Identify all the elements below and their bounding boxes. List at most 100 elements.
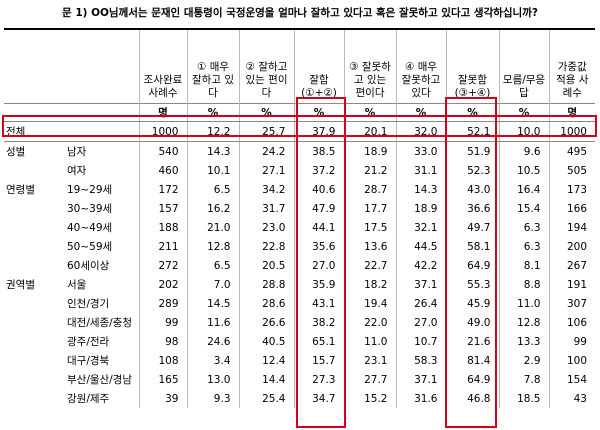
- unit: %: [186, 103, 239, 122]
- cell: 188: [138, 218, 187, 237]
- units-blank: [4, 103, 139, 122]
- cell: 64.9: [445, 256, 499, 275]
- table-row: 성별 남자 540 14.3 24.2 38.5 18.9 33.0 51.9 9.6 495: [4, 141, 595, 161]
- table-row: 40~49세 188 21.0 23.0 44.1 17.5 32.1 49.7 6.3 194: [4, 218, 595, 237]
- cell: 55.3: [445, 275, 499, 294]
- cell: 6.5: [186, 256, 239, 275]
- cell: 34.2: [238, 180, 294, 199]
- cell: 43.0: [445, 180, 499, 199]
- cell: 22.8: [238, 237, 294, 256]
- cell: 3.4: [186, 351, 239, 370]
- cell: 65.1: [293, 332, 344, 351]
- cell: 44.5: [395, 237, 446, 256]
- group-blank: [4, 313, 59, 332]
- row-label: 대구/경북: [67, 355, 110, 367]
- cell: 81.4: [445, 351, 499, 370]
- cell: 15.7: [293, 351, 344, 370]
- column-header: 조사완료 사례수: [138, 29, 187, 104]
- units-row: 명%%%%%%% 명: [4, 103, 595, 122]
- cell: 22.7: [343, 256, 396, 275]
- table-row: 60세이상 272 6.5 20.5 27.0 22.7 42.2 64.9 8.1 267: [4, 256, 595, 275]
- cell: 13.3: [498, 332, 549, 351]
- column-header: 가중값 적용 사례수: [548, 29, 595, 104]
- cell: 11.0: [498, 294, 549, 313]
- cell: 24.2: [238, 141, 294, 161]
- table-row: 광주/전라 98 24.6 40.5 65.1 11.0 10.7 21.6 13.3 99: [4, 332, 595, 351]
- cell: 58.1: [445, 237, 499, 256]
- cell: 58.3: [395, 351, 446, 370]
- row-label: 서울: [67, 279, 87, 291]
- cell: 15.2: [343, 389, 396, 408]
- cell: 6.3: [498, 237, 549, 256]
- row-label: 광주/전라: [67, 336, 110, 348]
- unit: %: [293, 103, 344, 122]
- table-row: 인천/경기 289 14.5 28.6 43.1 19.4 26.4 45.9 11.0 307: [4, 294, 595, 313]
- group-blank: [4, 199, 59, 218]
- table-row: 여자 460 10.1 27.1 37.2 21.2 31.1 52.3 10.5 505: [4, 161, 595, 180]
- cell: 211: [138, 237, 187, 256]
- cell: 32.1: [395, 218, 446, 237]
- cell: 37.1: [395, 275, 446, 294]
- cell: 9.3: [186, 389, 239, 408]
- cell: 37.1: [395, 370, 446, 389]
- highlight-total-row: [2, 115, 597, 137]
- row-label: 여자: [67, 165, 87, 177]
- cell: 267: [548, 256, 595, 275]
- cell: 8.1: [498, 256, 549, 275]
- row-label: 남자: [67, 146, 87, 158]
- cell: 22.0: [343, 313, 396, 332]
- cell: 42.2: [395, 256, 446, 275]
- cell: 28.7: [343, 180, 396, 199]
- cell: 98: [138, 332, 187, 351]
- row-label: 강원/제주: [67, 393, 110, 405]
- cell: 99: [138, 313, 187, 332]
- cell: 28.6: [238, 294, 294, 313]
- cell: 40.5: [238, 332, 294, 351]
- row-label: 30~39세: [67, 203, 113, 215]
- cell: 7.0: [186, 275, 239, 294]
- cell: 27.0: [293, 256, 344, 275]
- cell: 200: [548, 237, 595, 256]
- cell: 16.2: [186, 199, 239, 218]
- cell: 108: [138, 351, 187, 370]
- cell: 39: [138, 389, 187, 408]
- column-header: ③ 잘못하고 있는 편이다: [343, 29, 396, 104]
- group-blank: [4, 370, 59, 389]
- unit: 명: [548, 103, 595, 122]
- cell: 45.9: [445, 294, 499, 313]
- cell: 157: [138, 199, 187, 218]
- unit: %: [238, 103, 294, 122]
- cell: 14.3: [186, 141, 239, 161]
- row-label: 40~49세: [67, 222, 113, 234]
- table-row: 연령별 19~29세 172 6.5 34.2 40.6 28.7 14.3 43.0 16.4 1…: [4, 180, 595, 199]
- cell: 10.1: [186, 161, 239, 180]
- cell: 307: [548, 294, 595, 313]
- cell: 14.3: [395, 180, 446, 199]
- cell: 24.6: [186, 332, 239, 351]
- cell: 165: [138, 370, 187, 389]
- cell: 6.5: [186, 180, 239, 199]
- cell: 38.5: [293, 141, 344, 161]
- cell: 51.9: [445, 141, 499, 161]
- cell: 106: [548, 313, 595, 332]
- table-row: 대전/세종/충청 99 11.6 26.6 38.2 22.0 27.0 49.0 12.8 10…: [4, 313, 595, 332]
- group-blank: [4, 389, 59, 408]
- cell: 21.2: [343, 161, 396, 180]
- group-blank: [4, 294, 59, 313]
- table-row: 강원/제주 39 9.3 25.4 34.7 15.2 31.6 46.8 18.5 43: [4, 389, 595, 408]
- cell: 27.3: [293, 370, 344, 389]
- cell: 17.5: [343, 218, 396, 237]
- highlight-good-column: [296, 97, 346, 428]
- cell: 9.6: [498, 141, 549, 161]
- cell: 505: [548, 161, 595, 180]
- cell: 26.4: [395, 294, 446, 313]
- column-header: 잘함 (①+②): [293, 29, 344, 104]
- cell: 17.7: [343, 199, 396, 218]
- cell: 23.0: [238, 218, 294, 237]
- group-blank: [4, 237, 59, 256]
- cell: 33.0: [395, 141, 446, 161]
- row-label: 60세이상: [67, 260, 110, 272]
- table-row: 부산/울산/경남 165 13.0 14.4 27.3 27.7 37.1 64.9 7.8 15…: [4, 370, 595, 389]
- cell: 44.1: [293, 218, 344, 237]
- row-label: 50~59세: [67, 241, 113, 253]
